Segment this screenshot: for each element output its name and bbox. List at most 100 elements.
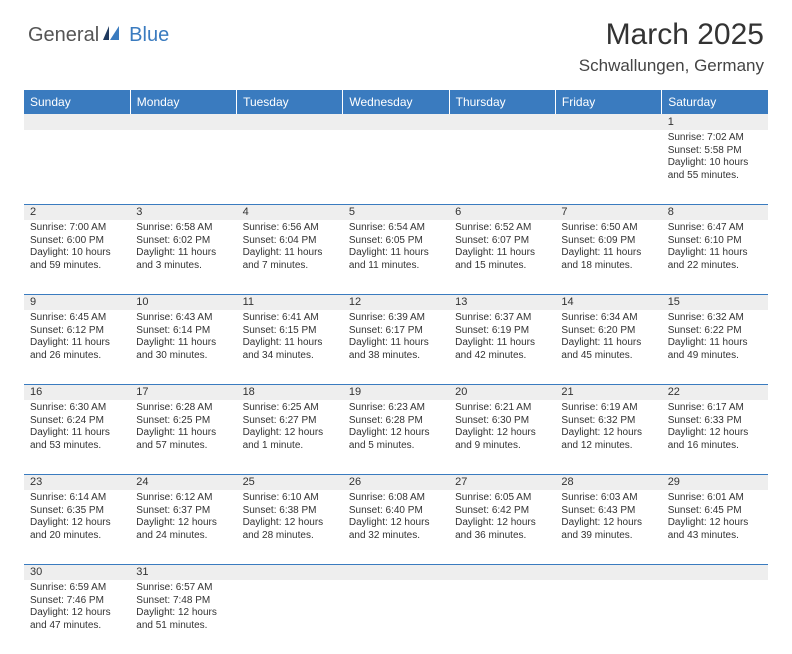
day-cell: [24, 130, 130, 204]
day-number-cell: 21: [555, 384, 661, 400]
day-cell-content: Sunrise: 6:39 AMSunset: 6:17 PMDaylight:…: [343, 310, 449, 364]
day-cell: Sunrise: 6:12 AMSunset: 6:37 PMDaylight:…: [130, 490, 236, 564]
day-cell: Sunrise: 6:01 AMSunset: 6:45 PMDaylight:…: [662, 490, 768, 564]
day-number-cell: [449, 564, 555, 580]
day-cell-content: Sunrise: 6:17 AMSunset: 6:33 PMDaylight:…: [662, 400, 768, 454]
day-cell: Sunrise: 6:39 AMSunset: 6:17 PMDaylight:…: [343, 310, 449, 384]
day-number-row: 16171819202122: [24, 384, 768, 400]
day-cell-content: Sunrise: 6:03 AMSunset: 6:43 PMDaylight:…: [555, 490, 661, 544]
week-row: Sunrise: 6:30 AMSunset: 6:24 PMDaylight:…: [24, 400, 768, 474]
day-cell: Sunrise: 6:30 AMSunset: 6:24 PMDaylight:…: [24, 400, 130, 474]
day-cell: [343, 130, 449, 204]
day-cell-content: Sunrise: 6:58 AMSunset: 6:02 PMDaylight:…: [130, 220, 236, 274]
weekday-header: Tuesday: [237, 90, 343, 114]
day-number-cell: 8: [662, 204, 768, 220]
day-cell-content: Sunrise: 6:30 AMSunset: 6:24 PMDaylight:…: [24, 400, 130, 454]
weekday-header: Wednesday: [343, 90, 449, 114]
day-cell: Sunrise: 6:05 AMSunset: 6:42 PMDaylight:…: [449, 490, 555, 564]
day-cell: Sunrise: 6:52 AMSunset: 6:07 PMDaylight:…: [449, 220, 555, 294]
calendar-table: SundayMondayTuesdayWednesdayThursdayFrid…: [24, 90, 768, 654]
day-cell-content: Sunrise: 6:52 AMSunset: 6:07 PMDaylight:…: [449, 220, 555, 274]
day-number-cell: 19: [343, 384, 449, 400]
day-number-cell: 11: [237, 294, 343, 310]
day-number-cell: 17: [130, 384, 236, 400]
day-number-cell: 15: [662, 294, 768, 310]
day-cell-content: Sunrise: 6:08 AMSunset: 6:40 PMDaylight:…: [343, 490, 449, 544]
day-number-row: 3031: [24, 564, 768, 580]
day-cell-content: Sunrise: 6:57 AMSunset: 7:48 PMDaylight:…: [130, 580, 236, 634]
day-number-cell: 26: [343, 474, 449, 490]
day-cell-content: Sunrise: 6:50 AMSunset: 6:09 PMDaylight:…: [555, 220, 661, 274]
week-row: Sunrise: 6:59 AMSunset: 7:46 PMDaylight:…: [24, 580, 768, 654]
day-number-row: 1: [24, 114, 768, 130]
day-cell: Sunrise: 6:17 AMSunset: 6:33 PMDaylight:…: [662, 400, 768, 474]
calendar-body: 1Sunrise: 7:02 AMSunset: 5:58 PMDaylight…: [24, 114, 768, 654]
day-cell-content: Sunrise: 6:14 AMSunset: 6:35 PMDaylight:…: [24, 490, 130, 544]
day-cell-content: Sunrise: 6:59 AMSunset: 7:46 PMDaylight:…: [24, 580, 130, 634]
day-cell: [237, 580, 343, 654]
day-cell-content: Sunrise: 6:01 AMSunset: 6:45 PMDaylight:…: [662, 490, 768, 544]
day-cell: [237, 130, 343, 204]
day-number-cell: 28: [555, 474, 661, 490]
day-cell: [555, 580, 661, 654]
day-number-cell: 6: [449, 204, 555, 220]
week-row: Sunrise: 7:02 AMSunset: 5:58 PMDaylight:…: [24, 130, 768, 204]
day-number-cell: [555, 114, 661, 130]
day-cell: Sunrise: 6:23 AMSunset: 6:28 PMDaylight:…: [343, 400, 449, 474]
day-cell: Sunrise: 6:59 AMSunset: 7:46 PMDaylight:…: [24, 580, 130, 654]
day-cell: Sunrise: 6:45 AMSunset: 6:12 PMDaylight:…: [24, 310, 130, 384]
day-cell-content: Sunrise: 6:45 AMSunset: 6:12 PMDaylight:…: [24, 310, 130, 364]
day-number-cell: 2: [24, 204, 130, 220]
day-number-cell: 16: [24, 384, 130, 400]
day-cell-content: Sunrise: 6:19 AMSunset: 6:32 PMDaylight:…: [555, 400, 661, 454]
day-cell: Sunrise: 6:08 AMSunset: 6:40 PMDaylight:…: [343, 490, 449, 564]
day-cell: Sunrise: 6:54 AMSunset: 6:05 PMDaylight:…: [343, 220, 449, 294]
day-cell-content: Sunrise: 7:00 AMSunset: 6:00 PMDaylight:…: [24, 220, 130, 274]
day-cell-content: Sunrise: 6:32 AMSunset: 6:22 PMDaylight:…: [662, 310, 768, 364]
brand-logo: General Blue: [28, 24, 169, 47]
day-number-cell: [343, 114, 449, 130]
day-number-cell: 4: [237, 204, 343, 220]
day-cell: Sunrise: 6:57 AMSunset: 7:48 PMDaylight:…: [130, 580, 236, 654]
day-number-cell: 23: [24, 474, 130, 490]
day-cell-content: Sunrise: 6:43 AMSunset: 6:14 PMDaylight:…: [130, 310, 236, 364]
day-number-cell: 22: [662, 384, 768, 400]
day-number-cell: [237, 564, 343, 580]
weekday-header: Saturday: [662, 90, 768, 114]
day-number-cell: 25: [237, 474, 343, 490]
flag-icon: [103, 24, 125, 47]
day-number-cell: 30: [24, 564, 130, 580]
day-cell: Sunrise: 6:25 AMSunset: 6:27 PMDaylight:…: [237, 400, 343, 474]
day-cell: Sunrise: 6:28 AMSunset: 6:25 PMDaylight:…: [130, 400, 236, 474]
day-cell: [343, 580, 449, 654]
day-number-cell: 31: [130, 564, 236, 580]
day-cell-content: Sunrise: 6:10 AMSunset: 6:38 PMDaylight:…: [237, 490, 343, 544]
day-cell-content: Sunrise: 6:05 AMSunset: 6:42 PMDaylight:…: [449, 490, 555, 544]
day-number-cell: [662, 564, 768, 580]
day-cell-content: Sunrise: 6:41 AMSunset: 6:15 PMDaylight:…: [237, 310, 343, 364]
week-row: Sunrise: 6:14 AMSunset: 6:35 PMDaylight:…: [24, 490, 768, 564]
day-cell: Sunrise: 6:03 AMSunset: 6:43 PMDaylight:…: [555, 490, 661, 564]
day-number-cell: [237, 114, 343, 130]
day-number-cell: 9: [24, 294, 130, 310]
week-row: Sunrise: 6:45 AMSunset: 6:12 PMDaylight:…: [24, 310, 768, 384]
day-cell-content: Sunrise: 6:23 AMSunset: 6:28 PMDaylight:…: [343, 400, 449, 454]
day-number-cell: 20: [449, 384, 555, 400]
day-cell-content: Sunrise: 6:47 AMSunset: 6:10 PMDaylight:…: [662, 220, 768, 274]
day-number-cell: 27: [449, 474, 555, 490]
day-cell-content: Sunrise: 7:02 AMSunset: 5:58 PMDaylight:…: [662, 130, 768, 184]
day-cell: [130, 130, 236, 204]
day-number-row: 23242526272829: [24, 474, 768, 490]
day-cell: Sunrise: 6:43 AMSunset: 6:14 PMDaylight:…: [130, 310, 236, 384]
day-number-cell: 12: [343, 294, 449, 310]
week-row: Sunrise: 7:00 AMSunset: 6:00 PMDaylight:…: [24, 220, 768, 294]
title-block: March 2025 Schwallungen, Germany: [579, 18, 764, 76]
day-cell: Sunrise: 6:56 AMSunset: 6:04 PMDaylight:…: [237, 220, 343, 294]
month-title: March 2025: [579, 18, 764, 52]
day-cell: Sunrise: 7:02 AMSunset: 5:58 PMDaylight:…: [662, 130, 768, 204]
day-number-row: 9101112131415: [24, 294, 768, 310]
weekday-header: Monday: [130, 90, 236, 114]
brand-text-blue: Blue: [129, 24, 169, 47]
day-number-cell: [343, 564, 449, 580]
day-cell: [449, 580, 555, 654]
